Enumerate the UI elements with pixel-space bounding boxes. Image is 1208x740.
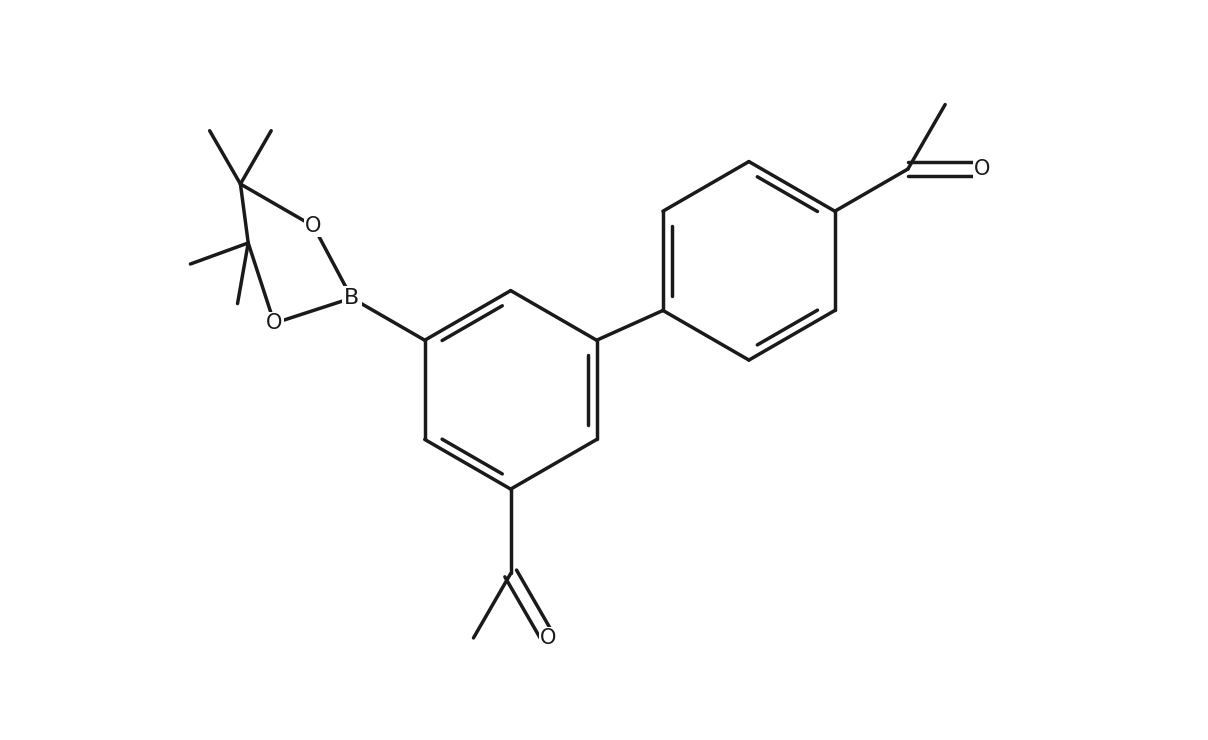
Text: O: O <box>266 313 283 333</box>
Text: O: O <box>306 216 321 236</box>
Text: B: B <box>344 288 359 308</box>
Text: O: O <box>974 159 991 179</box>
Text: O: O <box>540 628 556 648</box>
